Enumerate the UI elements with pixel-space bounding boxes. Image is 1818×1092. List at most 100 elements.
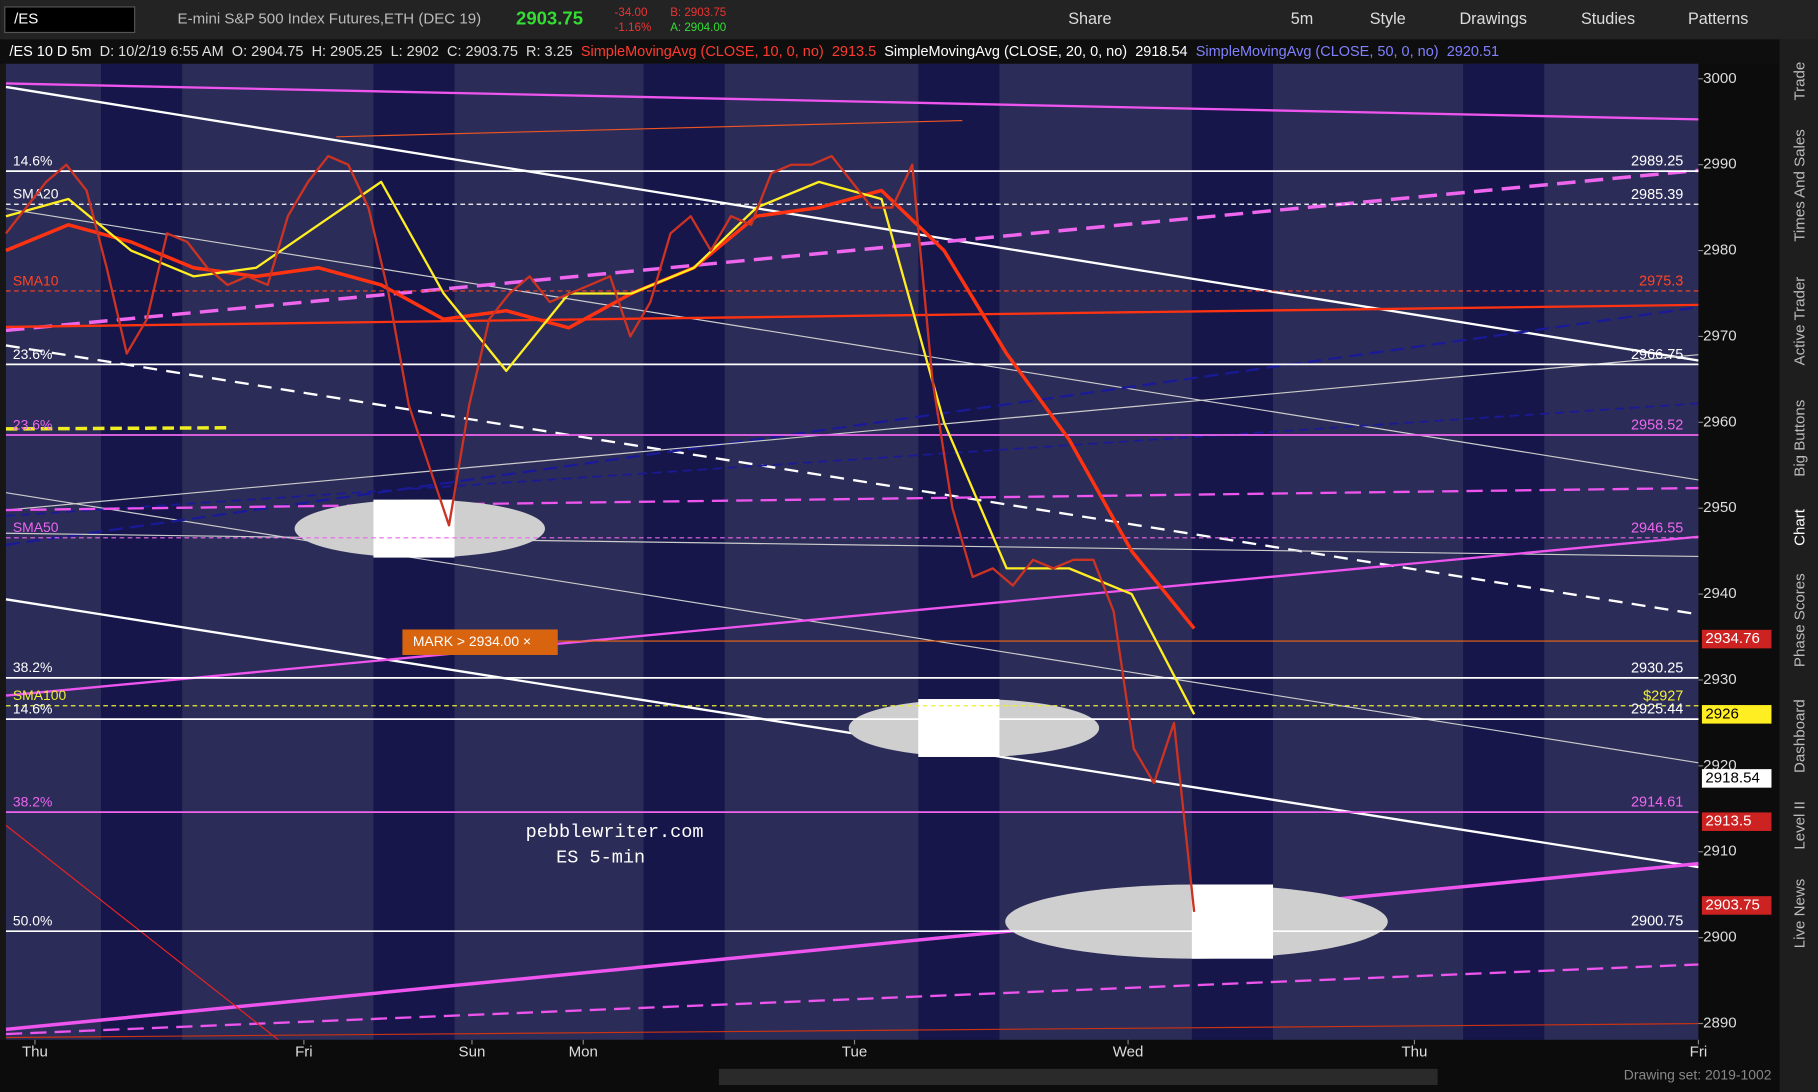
sidebar-tab[interactable]: Level II [1791, 801, 1808, 850]
y-tick-label: 3000 [1703, 70, 1737, 87]
y-tick-label: 2950 [1703, 499, 1737, 516]
y-tick-label: 2940 [1703, 585, 1737, 602]
y-tick-label: 2900 [1703, 929, 1737, 946]
level-right-label: 2989.25 [1631, 154, 1683, 170]
info-item: L: 2902 [391, 44, 439, 60]
price-badge [1701, 896, 1772, 915]
price-badge-label: 2913.5 [1705, 813, 1751, 830]
sidebar-tab[interactable]: Active Trader [1791, 277, 1808, 366]
toolbar-button[interactable]: Share [1068, 10, 1111, 28]
drawing-set: Drawing set: 2019-1002 [1624, 1066, 1772, 1082]
price-badge-label: 2934.76 [1705, 630, 1759, 647]
day-label: Tue [842, 1044, 867, 1061]
toolbar-button[interactable]: Style [1370, 10, 1406, 28]
level-right-label: $2927 [1643, 688, 1683, 704]
info-item: SimpleMovingAvg (CLOSE, 20, 0, no) [884, 44, 1127, 60]
info-item: D: 10/2/19 6:55 AM [100, 44, 224, 60]
level-left-label: 14.6% [13, 153, 52, 169]
price-badge [1701, 812, 1772, 831]
level-right-label: 2900.75 [1631, 914, 1683, 930]
sidebar-tab[interactable]: Live News [1791, 879, 1808, 948]
level-right-label: 2958.52 [1631, 418, 1683, 434]
toolbar-button[interactable]: Patterns [1688, 10, 1748, 28]
price-badge-label: 2918.54 [1705, 769, 1759, 786]
trend-lines [5, 82, 1699, 1041]
bid: B: 2903.75 [670, 7, 726, 19]
info-item: R: 3.25 [526, 44, 573, 60]
level-right-label: 2914.61 [1631, 795, 1683, 811]
toolbar-button[interactable]: Studies [1581, 10, 1635, 28]
y-tick-label: 2930 [1703, 671, 1737, 688]
y-tick-label: 2890 [1703, 1015, 1737, 1032]
price-badge [1701, 769, 1772, 788]
price-axis [1698, 63, 1780, 1040]
y-tick-label: 2980 [1703, 242, 1737, 259]
toolbar-button[interactable]: 5m [1291, 10, 1314, 28]
toolbar-button[interactable]: Drawings [1459, 10, 1527, 28]
y-tick-label: 2970 [1703, 327, 1737, 344]
watermark: ES 5-min [556, 848, 645, 869]
info-item: SimpleMovingAvg (CLOSE, 10, 0, no) [581, 44, 824, 60]
level-left-label: 14.6% [13, 701, 52, 717]
info-item: /ES 10 D 5m [9, 44, 91, 60]
price-badge [1701, 705, 1772, 724]
day-label: Thu [22, 1044, 48, 1061]
info-item: O: 2904.75 [232, 44, 304, 60]
watermark: pebblewriter.com [526, 822, 704, 843]
y-tick-label: 2990 [1703, 156, 1737, 173]
price-badge-label: 2926 [1705, 705, 1739, 722]
sidebar-tab[interactable]: Phase Scores [1791, 573, 1808, 667]
info-item: 2913.5 [832, 44, 876, 60]
price-line [5, 180, 1196, 715]
price-badge [1701, 629, 1772, 649]
price-line [5, 188, 1196, 630]
toolbar [0, 0, 1818, 40]
highlight-ellipses [294, 499, 1388, 959]
info-item: 2918.54 [1135, 44, 1187, 60]
sidebar-tab[interactable]: Times And Sales [1791, 129, 1808, 241]
y-tick-label: 2960 [1703, 413, 1737, 430]
ask: A: 2904.00 [670, 22, 726, 34]
last-price: 2903.75 [516, 8, 583, 29]
level-right-label: 2966.75 [1631, 347, 1683, 363]
level-right-label: 2985.39 [1631, 187, 1683, 203]
mark-label: MARK > 2934.00 × [413, 633, 531, 649]
level-left-label: 38.2% [13, 659, 52, 675]
change-pct: -1.16% [615, 22, 652, 34]
day-label: Fri [1690, 1044, 1708, 1061]
level-left-label: 50.0% [13, 913, 52, 929]
sidebar-tab[interactable]: Big Buttons [1791, 400, 1808, 477]
sidebar-tab[interactable]: Trade [1791, 62, 1808, 101]
scrollbar[interactable] [718, 1068, 1438, 1086]
day-label: Mon [569, 1044, 598, 1061]
level-left-label: 23.6% [13, 346, 52, 362]
level-right-label: 2930.25 [1631, 660, 1683, 676]
level-left-label: 38.2% [13, 794, 52, 810]
level-right-label: 2975.3 [1639, 273, 1683, 289]
symbol: /ES [14, 11, 38, 28]
sidebar [1779, 39, 1818, 1092]
info-item: C: 2903.75 [447, 44, 518, 60]
level-left-label: SMA50 [13, 519, 59, 535]
mark-annotation[interactable]: MARK > 2934.00 × [402, 629, 558, 655]
sidebar-tab[interactable]: Dashboard [1791, 699, 1808, 773]
plot [5, 63, 1699, 1041]
info-item: SimpleMovingAvg (CLOSE, 50, 0, no) [1196, 44, 1439, 60]
info-item: H: 2905.25 [312, 44, 383, 60]
level-right-label: 2946.55 [1631, 520, 1683, 536]
level-left-label: SMA100 [13, 687, 67, 703]
level-right-label: 2925.44 [1631, 702, 1683, 718]
sidebar-tab[interactable]: Chart [1791, 508, 1808, 546]
symbol-box[interactable] [4, 6, 136, 34]
day-label: Fri [295, 1044, 313, 1061]
level-left-label: SMA10 [13, 272, 59, 288]
price-badge-label: 2903.75 [1705, 896, 1759, 913]
description: E-mini S&P 500 Index Futures,ETH (DEC 19… [178, 11, 482, 28]
level-left-label: 23.6% [13, 416, 52, 432]
y-tick-label: 2910 [1703, 843, 1737, 860]
day-label: Wed [1113, 1044, 1144, 1061]
day-label: Sun [459, 1044, 486, 1061]
plot-bg [5, 63, 1699, 1040]
